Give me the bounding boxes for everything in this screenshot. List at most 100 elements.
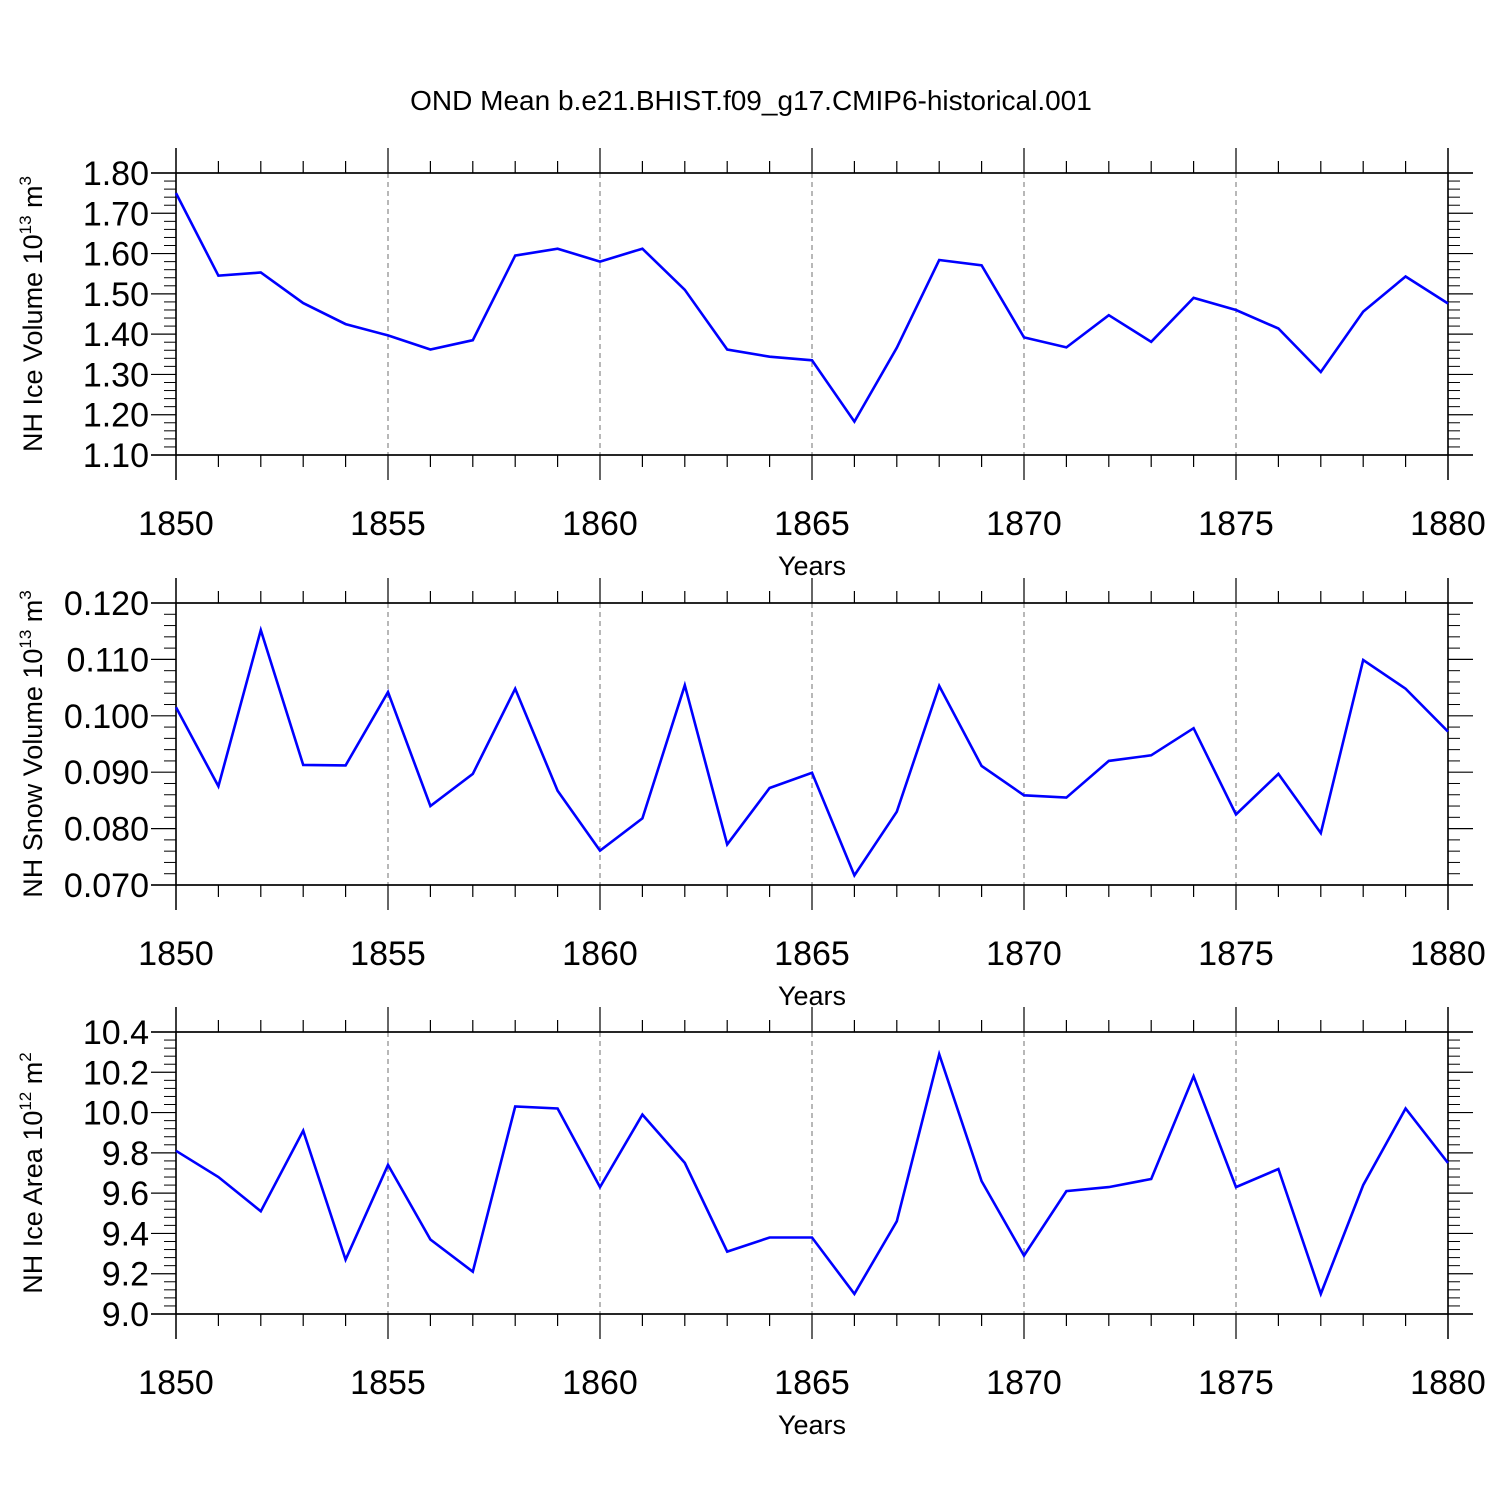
x-tick-label: 1860	[562, 935, 638, 973]
data-point	[216, 1175, 220, 1179]
data-point	[1064, 1189, 1068, 1193]
y-tick-label: 1.20	[83, 397, 149, 435]
data-point	[259, 271, 263, 275]
y-tick-label: 10.2	[83, 1054, 149, 1092]
y-tick-label: 0.090	[64, 754, 149, 792]
data-point	[174, 191, 178, 195]
x-axis-label: Years	[778, 1410, 846, 1440]
data-point	[1361, 310, 1365, 314]
data-point	[1107, 1185, 1111, 1189]
data-point	[1022, 793, 1026, 797]
y-tick-label: 0.080	[64, 811, 149, 849]
data-point	[1319, 831, 1323, 835]
data-point	[640, 816, 644, 820]
x-tick-label: 1855	[350, 505, 426, 543]
y-axis-label-text: NH Snow Volume 10	[18, 649, 48, 898]
x-tick-label: 1870	[986, 1364, 1062, 1402]
x-tick-label: 1880	[1410, 1364, 1486, 1402]
x-tick-label: 1855	[350, 935, 426, 973]
data-point	[1446, 730, 1450, 734]
y-axis-label-unit: m	[18, 1062, 48, 1092]
x-axis-label: Years	[778, 551, 846, 581]
data-point	[937, 1052, 941, 1056]
data-point	[556, 789, 560, 793]
y-tick-label: 9.6	[102, 1175, 149, 1213]
data-point	[174, 705, 178, 709]
data-point	[683, 683, 687, 687]
y-axis-label-unit-exponent: 3	[16, 590, 35, 599]
data-point	[301, 763, 305, 767]
plot-frame	[175, 172, 1449, 456]
data-point	[1064, 796, 1068, 800]
data-point	[640, 247, 644, 251]
data-point	[852, 1292, 856, 1296]
data-point	[895, 1219, 899, 1223]
x-tick-label: 1860	[562, 1364, 638, 1402]
y-tick-label: 1.60	[83, 236, 149, 274]
data-point	[428, 804, 432, 808]
y-tick-label: 9.4	[102, 1215, 149, 1253]
data-point	[980, 764, 984, 768]
y-tick-label: 0.100	[64, 698, 149, 736]
y-axis-label-unit-exponent: 3	[16, 176, 35, 185]
data-point	[895, 810, 899, 814]
data-point	[513, 687, 517, 691]
data-point	[1446, 302, 1450, 306]
y-axis-label-exponent: 13	[16, 630, 35, 649]
data-point	[1064, 345, 1068, 349]
y-tick-label: 1.30	[83, 356, 149, 394]
x-tick-label: 1875	[1198, 935, 1274, 973]
data-point	[1276, 1167, 1280, 1171]
data-point	[344, 763, 348, 767]
y-tick-label: 10.4	[83, 1014, 149, 1052]
y-axis-label-text: NH Ice Volume 10	[18, 234, 48, 452]
y-tick-label: 9.2	[102, 1256, 149, 1294]
data-point	[216, 274, 220, 278]
x-axis-label: Years	[778, 981, 846, 1011]
data-point	[1192, 1074, 1196, 1078]
x-tick-label: 1850	[138, 935, 214, 973]
y-tick-label: 1.40	[83, 316, 149, 354]
data-point	[1361, 658, 1365, 662]
y-tick-label: 10.0	[83, 1095, 149, 1133]
data-point	[301, 301, 305, 305]
data-point	[471, 1270, 475, 1274]
x-tick-label: 1865	[774, 1364, 850, 1402]
data-point	[1022, 335, 1026, 339]
y-tick-label: 9.8	[102, 1135, 149, 1173]
data-point	[1319, 370, 1323, 374]
data-point	[852, 873, 856, 877]
data-point	[810, 771, 814, 775]
data-point	[386, 690, 390, 694]
data-point	[725, 347, 729, 351]
data-point	[471, 772, 475, 776]
data-point	[810, 358, 814, 362]
data-point	[598, 1185, 602, 1189]
data-point	[895, 346, 899, 350]
data-point	[301, 1129, 305, 1133]
x-tick-label: 1865	[774, 935, 850, 973]
data-point	[386, 1163, 390, 1167]
y-tick-label: 0.110	[66, 641, 149, 679]
panel-2: 0.070 0.080 0.090 0.100 0.110 0.120 1850 1855 18…	[16, 578, 1486, 1011]
x-tick-label: 1880	[1410, 935, 1486, 973]
x-tick-label: 1850	[138, 1364, 214, 1402]
data-point	[1234, 1185, 1238, 1189]
data-point	[852, 420, 856, 424]
series-line	[174, 625, 1449, 879]
data-point	[1107, 313, 1111, 317]
data-point	[1234, 813, 1238, 817]
data-point	[556, 247, 560, 251]
data-point	[768, 355, 772, 359]
data-point	[1361, 1183, 1365, 1187]
data-point	[937, 258, 941, 262]
data-point	[259, 628, 263, 632]
data-point	[640, 1113, 644, 1117]
data-point	[386, 333, 390, 337]
data-point	[513, 254, 517, 258]
data-point	[428, 1237, 432, 1241]
data-point	[1404, 275, 1408, 279]
x-tick-label: 1875	[1198, 1364, 1274, 1402]
y-axis-label-unit: m	[18, 185, 48, 215]
data-point	[768, 786, 772, 790]
